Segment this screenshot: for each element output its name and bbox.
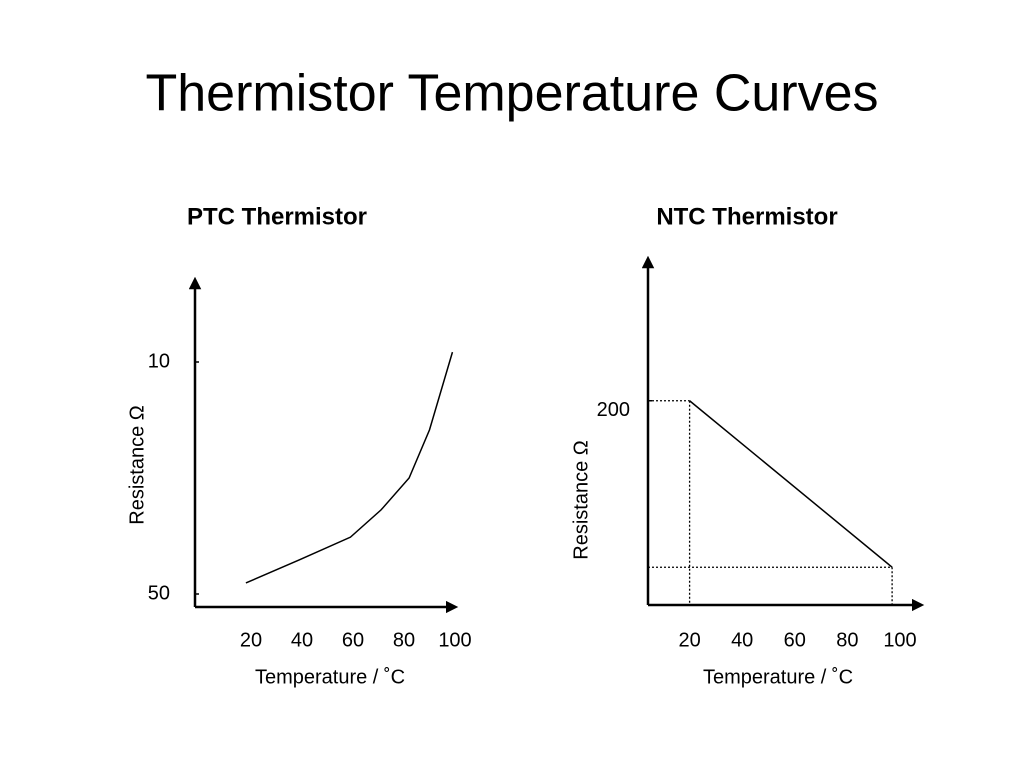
x-tick-label: 20 (678, 629, 700, 651)
x-tick-label: 60 (784, 629, 806, 651)
y-tick-label: 50 (148, 582, 170, 604)
x-tick-label: 60 (342, 629, 364, 651)
data-line (689, 400, 893, 568)
y-axis-label: Resistance Ω (570, 440, 592, 559)
x-tick-label: 20 (240, 629, 262, 651)
x-tick-label: 80 (393, 629, 415, 651)
chart-title: PTC Thermistor (187, 203, 367, 230)
x-axis-label: Temperature / ˚C (255, 666, 405, 688)
y-tick-label: 10 (148, 350, 170, 372)
x-tick-label: 40 (731, 629, 753, 651)
x-axis-label: Temperature / ˚C (703, 666, 853, 688)
x-tick-label: 40 (291, 629, 313, 651)
x-tick-label: 100 (438, 629, 471, 651)
y-tick-label: 200 (597, 399, 630, 421)
chart-title: NTC Thermistor (656, 203, 837, 230)
y-axis-label: Resistance Ω (126, 405, 148, 524)
x-tick-label: 80 (836, 629, 858, 651)
slide-title: Thermistor Temperature Curves (145, 65, 878, 123)
data-line (245, 351, 454, 584)
x-tick-label: 100 (883, 629, 916, 651)
